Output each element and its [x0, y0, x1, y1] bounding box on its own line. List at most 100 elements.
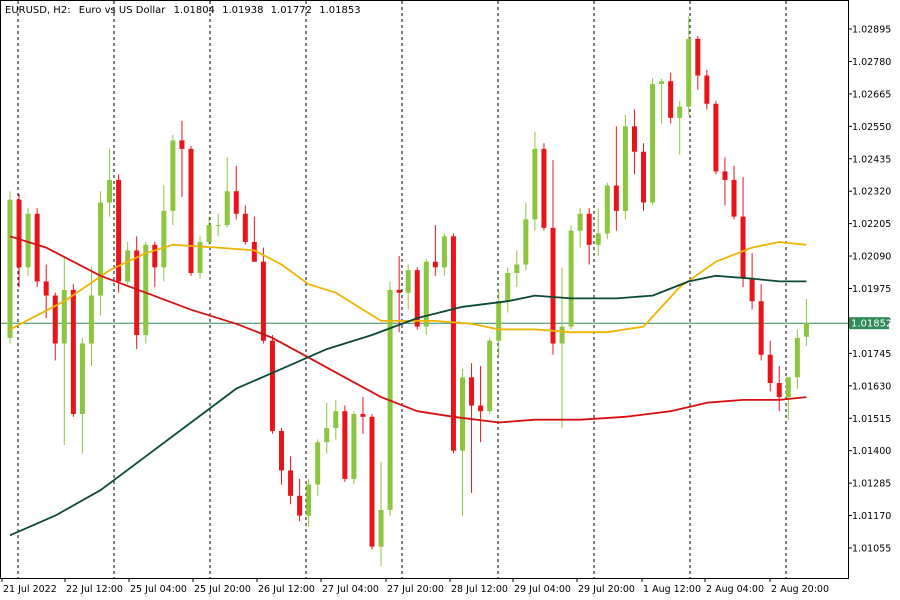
- candle-body: [170, 140, 176, 211]
- price-tick-label: 1.01055: [852, 544, 891, 555]
- bullish-candle: [604, 182, 610, 240]
- bullish-candle: [577, 208, 583, 248]
- candle-body: [460, 377, 465, 451]
- candle-body: [279, 430, 284, 471]
- price-tick-label: 1.02435: [852, 154, 891, 165]
- price-tick-label: 1.02090: [852, 252, 891, 263]
- candle-body: [686, 38, 692, 107]
- bullish-candle: [197, 236, 203, 279]
- candle-body: [25, 213, 31, 268]
- candle-body: [360, 414, 366, 417]
- candle-body: [767, 354, 773, 383]
- bearish-candle: [152, 241, 158, 288]
- plot-frame: [0, 0, 849, 579]
- candle-body: [70, 289, 76, 415]
- bearish-candle: [369, 414, 375, 550]
- bearish-candle: [360, 397, 366, 434]
- bullish-candle: [559, 267, 565, 429]
- candle-body: [152, 244, 158, 268]
- candle-body: [478, 405, 484, 412]
- svg-text:EURUSD, H2: Euro vs US D: EURUSD, H2: Euro vs US Dollar 1.01804 1.…: [5, 5, 361, 16]
- candle-body: [324, 428, 330, 443]
- bearish-candle: [469, 363, 475, 493]
- moving-averages: [9, 235, 807, 537]
- candle-body: [188, 148, 194, 273]
- bullish-candle: [324, 402, 330, 454]
- candle-body: [469, 377, 475, 406]
- bearish-candle: [432, 225, 438, 276]
- time-axis: 21 Jul 2022 22 Jul 12:00 25 Jul 04:00 25 Ju…: [1, 578, 829, 595]
- bearish-candle: [478, 366, 484, 443]
- bearish-candle: [749, 253, 755, 310]
- candle-body: [641, 151, 646, 203]
- bullish-candle: [61, 256, 67, 446]
- candle-body: [595, 233, 601, 245]
- bearish-candle: [134, 236, 140, 350]
- bearish-candle: [641, 143, 646, 211]
- candle-body: [441, 236, 447, 268]
- ohlc-high: 1.01938: [222, 5, 263, 16]
- candle-body: [577, 213, 583, 231]
- candle-body: [677, 106, 683, 118]
- candle-body: [740, 216, 746, 279]
- time-grid: [17, 1, 787, 578]
- bearish-candle: [704, 69, 710, 110]
- bearish-candle: [776, 366, 782, 412]
- candle-body: [803, 322, 809, 337]
- candle-body: [514, 264, 520, 273]
- candle-body: [342, 411, 348, 479]
- time-tick-label: 1 Aug 12:00: [643, 584, 701, 595]
- ohlc-close: 1.01853: [319, 5, 360, 16]
- candle-body: [604, 185, 610, 234]
- candle-body: [61, 289, 67, 344]
- candle-body: [43, 281, 49, 296]
- candle-body: [532, 148, 538, 220]
- ma-mid-line: [9, 235, 807, 424]
- bearish-candle: [288, 456, 294, 505]
- candle-body: [695, 38, 701, 76]
- candle-body: [405, 270, 411, 293]
- time-tick-label: 28 Jul 12:00: [451, 584, 508, 595]
- candle-body: [297, 495, 303, 516]
- candle-body: [315, 442, 321, 485]
- time-tick-label: 25 Jul 20:00: [194, 584, 251, 595]
- candle-body: [116, 179, 122, 282]
- bearish-candle: [179, 120, 185, 197]
- bearish-candle: [613, 126, 619, 231]
- price-tick-label: 1.02205: [852, 219, 891, 230]
- candle-body: [749, 278, 755, 302]
- candle-body: [197, 241, 203, 273]
- bullish-candle: [650, 78, 656, 206]
- candle-body: [378, 509, 384, 547]
- candle-body: [79, 343, 85, 415]
- bearish-candle: [550, 160, 556, 355]
- bullish-candle: [351, 411, 357, 485]
- price-tick-label: 1.02550: [852, 122, 891, 133]
- time-tick-label: 22 Jul 12:00: [66, 584, 123, 595]
- price-tick-label: 1.01400: [852, 446, 891, 457]
- candle-body: [233, 191, 239, 214]
- bearish-candle: [52, 292, 58, 361]
- bearish-candle: [541, 143, 547, 231]
- candle-body: [496, 301, 502, 341]
- candle-body: [251, 241, 257, 262]
- bullish-candle: [514, 250, 520, 288]
- candle-body: [107, 179, 113, 203]
- ma-slow-line: [9, 274, 807, 537]
- candle-body: [369, 416, 375, 547]
- bullish-candle: [215, 213, 221, 237]
- bullish-candle: [686, 16, 692, 116]
- bullish-candle: [306, 478, 312, 527]
- bearish-candle: [722, 157, 728, 206]
- candle-body: [88, 295, 94, 344]
- candle-body: [785, 377, 791, 398]
- bearish-candle: [297, 478, 303, 522]
- symbol-timeframe: EURUSD, H2:: [5, 5, 71, 16]
- bearish-candle: [586, 208, 592, 265]
- candle-body: [242, 213, 248, 242]
- price-tick-label: 1.02895: [852, 25, 891, 36]
- bearish-candle: [34, 208, 40, 288]
- candle-body: [559, 326, 565, 344]
- current-price-label: 1.01852: [851, 319, 892, 330]
